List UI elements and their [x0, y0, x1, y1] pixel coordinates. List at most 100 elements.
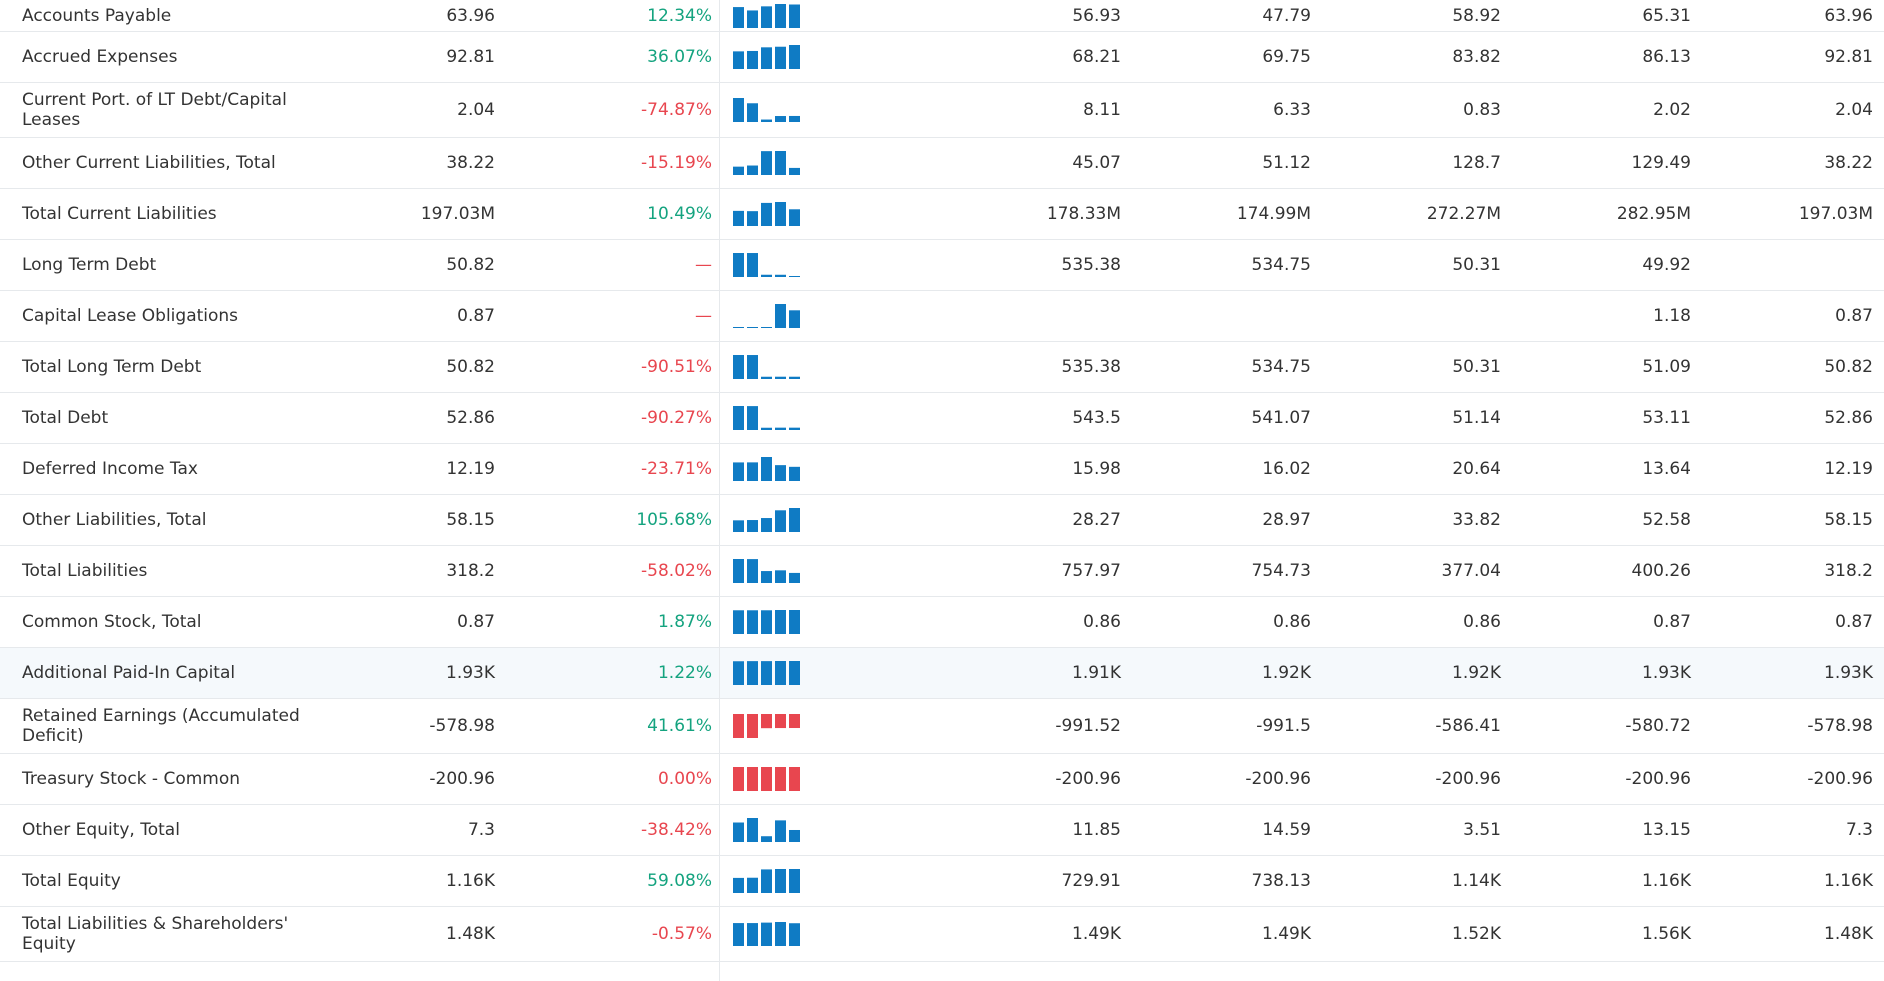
- sparkline-chart[interactable]: [733, 240, 801, 290]
- year-value: 52.58: [1642, 510, 1691, 530]
- year-value: 535.38: [1061, 357, 1121, 377]
- sparkline-bar: [747, 211, 758, 226]
- table-row[interactable]: Capital Lease Obligations 0.87 — 1.18 0.87: [0, 291, 1884, 342]
- sparkline-bar: [789, 869, 800, 893]
- sparkline-bar: [747, 661, 758, 685]
- row-label: Total Long Term Debt: [22, 357, 202, 377]
- sparkline-bar: [789, 714, 800, 729]
- sparkline-chart[interactable]: [733, 805, 801, 855]
- year-value: 0.87: [1653, 612, 1691, 632]
- sparkline-bar: [775, 661, 786, 685]
- table-row[interactable]: Other Liabilities, Total 58.15 105.68% 28.2…: [0, 495, 1884, 546]
- change-percent: 105.68%: [636, 510, 712, 530]
- year-value: 1.92K: [1262, 663, 1311, 683]
- sparkline-chart[interactable]: [733, 342, 801, 392]
- table-row[interactable]: Accounts Payable 63.96 12.34% 56.93 47.79 58.…: [0, 0, 1884, 32]
- sparkline-bar: [733, 166, 744, 175]
- sparkline-chart[interactable]: [733, 0, 801, 31]
- year-value: 50.31: [1452, 255, 1501, 275]
- year-value: 0.86: [1273, 612, 1311, 632]
- table-row[interactable]: Treasury Stock - Common -200.96 0.00% -200.…: [0, 754, 1884, 805]
- table-row[interactable]: Total Long Term Debt 50.82 -90.51% 535.38 53…: [0, 342, 1884, 393]
- latest-value: 63.96: [446, 5, 495, 26]
- sparkline-chart[interactable]: [733, 495, 801, 545]
- change-percent: —: [695, 255, 712, 275]
- year-value: 56.93: [1072, 5, 1121, 26]
- sparkline-chart[interactable]: [733, 32, 801, 82]
- sparkline-bar: [789, 829, 800, 842]
- year-value: 535.38: [1061, 255, 1121, 275]
- sparkline-chart[interactable]: [733, 444, 801, 494]
- year-value: 0.83: [1463, 100, 1501, 120]
- year-value: 50.82: [1824, 357, 1873, 377]
- sparkline-chart[interactable]: [733, 597, 801, 647]
- year-value: 6.33: [1273, 100, 1311, 120]
- year-value: 128.7: [1452, 153, 1501, 173]
- year-value: 543.5: [1072, 408, 1121, 428]
- sparkline-chart[interactable]: [733, 699, 801, 753]
- change-percent: -23.71%: [641, 459, 712, 479]
- latest-value: 1.48K: [446, 924, 495, 944]
- sparkline-bar: [761, 518, 772, 532]
- sparkline-bar: [747, 165, 758, 175]
- sparkline-bar: [747, 610, 758, 634]
- sparkline-chart[interactable]: [733, 546, 801, 596]
- sparkline-chart[interactable]: [733, 648, 801, 698]
- year-value: -586.41: [1435, 716, 1501, 736]
- table-row[interactable]: Current Port. of LT Debt/Capital Leases 2…: [0, 83, 1884, 138]
- table-row[interactable]: Other Current Liabilities, Total 38.22 -15…: [0, 138, 1884, 189]
- year-value: 757.97: [1061, 561, 1121, 581]
- year-value: -200.96: [1055, 769, 1121, 789]
- year-value: [940, 291, 1121, 341]
- sparkline-bar: [789, 376, 800, 379]
- sparkline-chart[interactable]: [733, 83, 801, 137]
- year-value: 47.79: [1262, 5, 1311, 26]
- year-value: 28.97: [1262, 510, 1311, 530]
- row-label: Capital Lease Obligations: [22, 306, 239, 326]
- table-row[interactable]: Other Equity, Total 7.3 -38.42% 11.85 14.59 3…: [0, 805, 1884, 856]
- row-label: Common Stock, Total: [22, 612, 202, 632]
- sparkline-bar: [775, 767, 786, 791]
- sparkline-chart[interactable]: [733, 138, 801, 188]
- sparkline-bar: [747, 714, 758, 738]
- year-value: -200.96: [1625, 769, 1691, 789]
- table-row[interactable]: Total Equity 1.16K 59.08% 729.91 738.13 1.14K…: [0, 856, 1884, 907]
- table-row[interactable]: Total Current Liabilities 197.03M 10.49% 17…: [0, 189, 1884, 240]
- table-row[interactable]: Total Liabilities 318.2 -58.02% 757.97 754.7…: [0, 546, 1884, 597]
- year-value: 51.09: [1642, 357, 1691, 377]
- table-row[interactable]: Deferred Income Tax 12.19 -23.71% 15.98 16.0…: [0, 444, 1884, 495]
- year-value: 1.93K: [1824, 663, 1873, 683]
- table-row[interactable]: Total Liabilities & Shareholders' Equity…: [0, 907, 1884, 962]
- sparkline-chart[interactable]: [733, 291, 801, 341]
- sparkline-chart[interactable]: [733, 393, 801, 443]
- sparkline-bar: [747, 327, 758, 328]
- sparkline-bar: [775, 869, 786, 893]
- sparkline-bar: [775, 922, 786, 946]
- sparkline-bar: [747, 923, 758, 946]
- table-row[interactable]: Retained Earnings (Accumulated Deficit) -…: [0, 699, 1884, 754]
- change-percent: 1.22%: [657, 663, 712, 683]
- table-row[interactable]: Total Debt 52.86 -90.27% 543.5 541.07 51.14 53…: [0, 393, 1884, 444]
- sparkline-bar: [761, 836, 772, 842]
- sparkline-bar: [761, 427, 772, 430]
- sparkline-bar: [747, 767, 758, 791]
- sparkline-chart[interactable]: [733, 189, 801, 239]
- sparkline-bar: [747, 406, 758, 430]
- table-row[interactable]: Long Term Debt 50.82 — 535.38 534.75 50.31 49.…: [0, 240, 1884, 291]
- year-value: 50.31: [1452, 357, 1501, 377]
- table-row[interactable]: Additional Paid-In Capital 1.93K 1.22% 1.91…: [0, 648, 1884, 699]
- sparkline-chart[interactable]: [733, 754, 801, 804]
- year-value: 68.21: [1072, 47, 1121, 67]
- sparkline-chart[interactable]: [733, 856, 801, 906]
- sparkline-bar: [761, 202, 772, 226]
- year-value: 58.92: [1452, 5, 1501, 26]
- sparkline-chart[interactable]: [733, 907, 801, 961]
- change-percent: -58.02%: [641, 561, 712, 581]
- latest-value: -578.98: [429, 716, 495, 736]
- table-row[interactable]: Accrued Expenses 92.81 36.07% 68.21 69.75 83.…: [0, 32, 1884, 83]
- table-row[interactable]: Common Stock, Total 0.87 1.87% 0.86 0.86 0.86…: [0, 597, 1884, 648]
- row-label: Total Liabilities & Shareholders' Equity: [22, 914, 289, 954]
- year-value: 69.75: [1262, 47, 1311, 67]
- sparkline-bar: [747, 520, 758, 532]
